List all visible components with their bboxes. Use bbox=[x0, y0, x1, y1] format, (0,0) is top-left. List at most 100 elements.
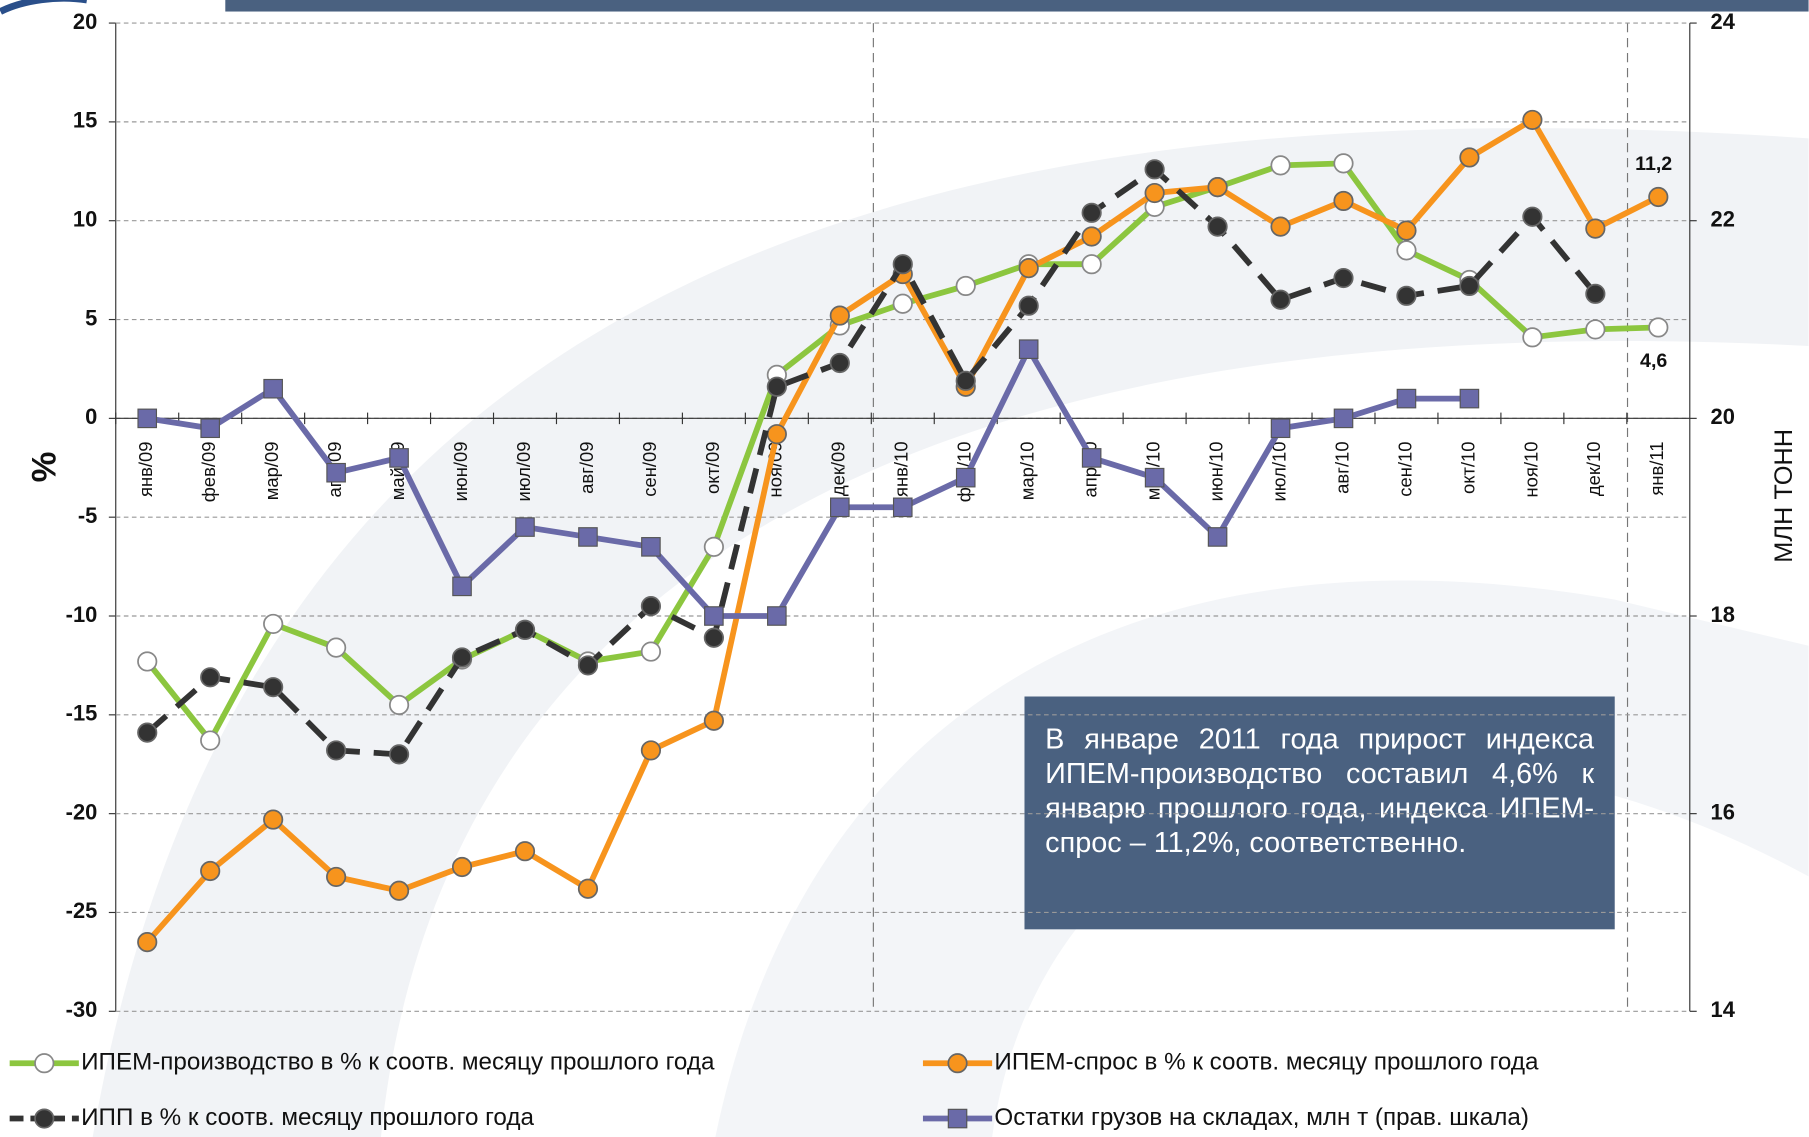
data-point bbox=[1019, 259, 1037, 277]
legend-label: ИПП в % к соотв. месяцу прошлого года bbox=[81, 1104, 534, 1131]
data-point bbox=[516, 842, 534, 860]
data-point bbox=[705, 607, 723, 625]
data-point bbox=[1460, 148, 1478, 166]
data-point bbox=[264, 678, 282, 696]
data-point bbox=[579, 656, 597, 674]
data-point bbox=[201, 862, 219, 880]
data-point bbox=[642, 538, 660, 556]
data-point bbox=[831, 306, 849, 324]
x-tick-label: июн/10 bbox=[1205, 441, 1226, 501]
data-point bbox=[1082, 255, 1100, 273]
x-tick-label: янв/11 bbox=[1646, 441, 1667, 495]
x-tick-label: июл/10 bbox=[1268, 441, 1289, 501]
data-point bbox=[1334, 154, 1352, 172]
y2-tick-label: 18 bbox=[1711, 602, 1735, 627]
y2-tick-label: 22 bbox=[1711, 206, 1735, 231]
data-point bbox=[1523, 208, 1541, 226]
data-point bbox=[894, 255, 912, 273]
x-tick-label: янв/09 bbox=[135, 441, 156, 497]
data-point bbox=[453, 577, 471, 595]
data-point bbox=[1460, 389, 1478, 407]
data-point bbox=[768, 425, 786, 443]
data-point bbox=[264, 810, 282, 828]
data-point bbox=[642, 741, 660, 759]
data-point bbox=[1019, 296, 1037, 314]
y2-tick-label: 24 bbox=[1711, 9, 1736, 34]
annotation: В январе 2011 года прирост индекса ИПЕМ-… bbox=[1024, 696, 1614, 929]
legend-marker bbox=[948, 1109, 966, 1127]
data-point bbox=[1271, 156, 1289, 174]
data-point bbox=[705, 538, 723, 556]
header-bar bbox=[225, 0, 1808, 12]
data-point bbox=[390, 449, 408, 467]
data-point bbox=[201, 668, 219, 686]
x-tick-label: дек/10 bbox=[1583, 441, 1604, 496]
data-point bbox=[1649, 318, 1667, 336]
data-point bbox=[1145, 160, 1163, 178]
data-point bbox=[1334, 409, 1352, 427]
data-point bbox=[201, 419, 219, 437]
x-tick-label: мар/09 bbox=[261, 441, 282, 500]
data-point bbox=[453, 648, 471, 666]
data-point bbox=[894, 294, 912, 312]
data-point bbox=[1397, 389, 1415, 407]
legend-label: ИПЕМ-производство в % к соотв. месяцу пр… bbox=[81, 1049, 715, 1076]
data-point bbox=[1397, 221, 1415, 239]
data-point bbox=[390, 745, 408, 763]
y-tick-label: -20 bbox=[66, 799, 98, 824]
data-point bbox=[1082, 227, 1100, 245]
legend-marker bbox=[35, 1054, 53, 1072]
data-point bbox=[957, 372, 975, 390]
data-point bbox=[1586, 219, 1604, 237]
x-tick-label: июл/09 bbox=[513, 441, 534, 501]
y-tick-label: 10 bbox=[73, 206, 97, 231]
y2-tick-label: 14 bbox=[1711, 997, 1736, 1022]
legend-marker bbox=[948, 1054, 966, 1072]
data-point bbox=[768, 378, 786, 396]
x-tick-label: янв/10 bbox=[891, 441, 912, 497]
y-tick-label: 5 bbox=[85, 305, 97, 330]
data-point bbox=[1271, 217, 1289, 235]
data-point bbox=[768, 607, 786, 625]
data-point bbox=[831, 354, 849, 372]
x-tick-label: ноя/10 bbox=[1520, 441, 1541, 497]
data-point bbox=[579, 528, 597, 546]
data-point bbox=[1460, 277, 1478, 295]
data-point bbox=[1082, 204, 1100, 222]
data-point bbox=[516, 621, 534, 639]
data-point bbox=[138, 723, 156, 741]
x-tick-label: окт/10 bbox=[1457, 441, 1478, 494]
x-tick-label: окт/09 bbox=[702, 441, 723, 494]
data-point bbox=[1208, 528, 1226, 546]
data-point bbox=[1397, 287, 1415, 305]
legend-label: Остатки грузов на складах, млн т (прав. … bbox=[994, 1104, 1529, 1131]
data-point bbox=[957, 277, 975, 295]
data-point bbox=[138, 409, 156, 427]
data-point bbox=[138, 652, 156, 670]
data-point bbox=[1271, 419, 1289, 437]
y-tick-label: -15 bbox=[66, 701, 98, 726]
data-point bbox=[516, 518, 534, 536]
data-point bbox=[1208, 178, 1226, 196]
data-point bbox=[1145, 468, 1163, 486]
data-point bbox=[327, 868, 345, 886]
annotation-box: В январе 2011 года прирост индекса ИПЕМ-… bbox=[1024, 696, 1614, 929]
data-point bbox=[831, 498, 849, 516]
data-point bbox=[1208, 217, 1226, 235]
data-point bbox=[1334, 269, 1352, 287]
y-tick-label: -5 bbox=[78, 503, 97, 528]
data-point bbox=[327, 741, 345, 759]
y-axis-title: % bbox=[26, 452, 64, 483]
data-point bbox=[579, 880, 597, 898]
data-point bbox=[1523, 328, 1541, 346]
legend-label: ИПЕМ-спрос в % к соотв. месяцу прошлого … bbox=[994, 1049, 1539, 1076]
data-point bbox=[138, 933, 156, 951]
data-point bbox=[1586, 285, 1604, 303]
y2-axis-title: МЛН ТОНН bbox=[1770, 429, 1798, 563]
x-tick-label: авг/09 bbox=[576, 441, 597, 493]
background bbox=[93, 128, 1809, 1137]
data-label: 11,2 bbox=[1635, 153, 1672, 175]
x-tick-label: сен/09 bbox=[639, 441, 660, 496]
data-point bbox=[327, 463, 345, 481]
x-tick-label: фев/09 bbox=[198, 441, 219, 502]
